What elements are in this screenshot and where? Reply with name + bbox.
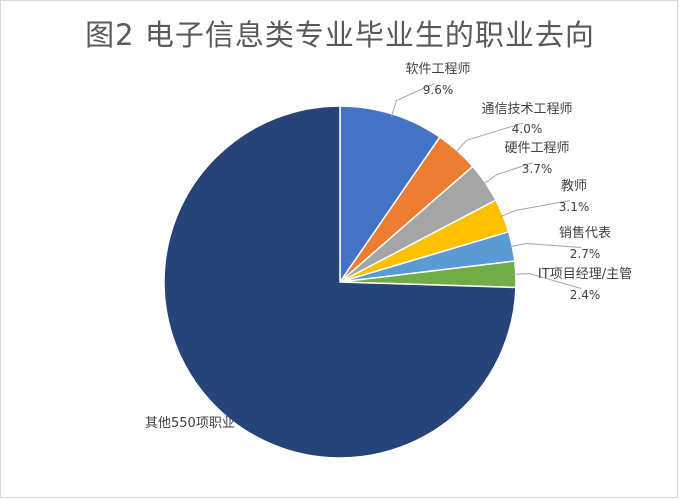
slice-label-2: 硬件工程师 (504, 141, 569, 156)
slice-value-label-3: 3.1% (559, 200, 590, 214)
slice-label-0: 软件工程师 (405, 62, 470, 77)
slice-label-5: IT项目经理/主管 (538, 267, 632, 282)
leader-line-2 (482, 162, 534, 185)
slice-label-4: 销售代表 (559, 225, 611, 241)
leader-line-1 (454, 122, 524, 154)
slice-label-3: 教师 (561, 178, 587, 194)
slice-label-1: 通信技术工程师 (481, 102, 572, 117)
slice-value-label-0: 9.6% (423, 83, 454, 97)
leader-line-3 (500, 200, 571, 218)
slice-value-label-2: 3.7% (522, 162, 553, 176)
slice-label-6: 其他550项职业 (145, 416, 235, 431)
slice-value-label-5: 2.4% (570, 288, 601, 302)
pie-slice-6 (163, 105, 517, 459)
slice-value-label-4: 2.7% (570, 247, 601, 261)
chart-title: 图2 电子信息类专业毕业生的职业去向 (85, 18, 595, 52)
slice-value-label-1: 4.0% (512, 122, 543, 136)
leader-line-4 (509, 242, 582, 248)
leader-line-5 (512, 273, 582, 289)
leader-line-0 (390, 83, 435, 117)
